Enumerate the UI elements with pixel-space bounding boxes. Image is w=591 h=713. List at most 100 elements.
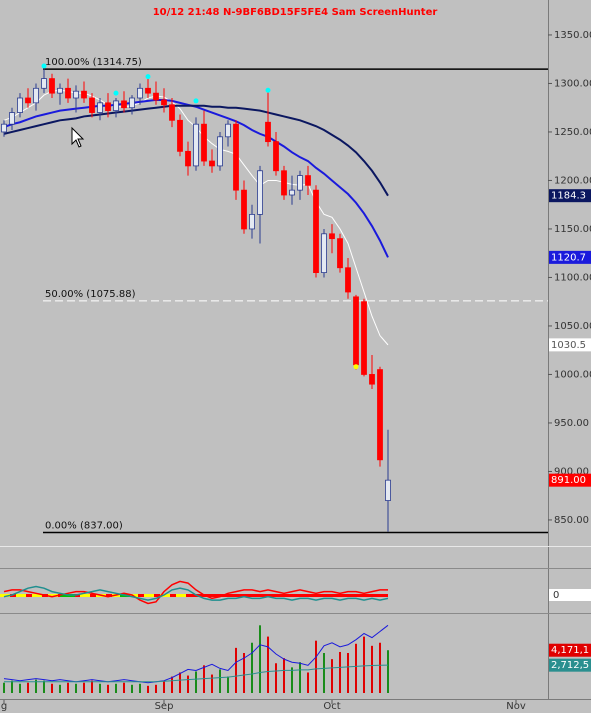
fib-label: 0.00% (837.00) [45,521,123,532]
ma-tag: 1184.3 [551,191,586,202]
volume-bar [235,647,237,693]
y-tick-label: 1200.00 [554,175,591,186]
candle-body [321,233,327,274]
volume-bar [211,674,213,693]
volume-bar [315,640,317,693]
x-tick-label: Oct [323,701,340,712]
candle-body [273,141,279,172]
candle-body [361,301,367,375]
candle-body [153,92,159,101]
volume-bar [243,653,245,693]
x-tick-label: g [1,701,7,712]
volume-bar [195,671,197,693]
volume-bar [139,683,141,693]
candle-body [297,175,303,191]
candle-body [137,87,143,99]
volume-bar [299,662,301,693]
candle-body [65,87,71,99]
y-tick-label: 1300.00 [554,78,591,89]
candle-body [49,78,55,94]
candle-body [161,99,167,106]
candle-body [97,102,103,113]
candle-body [17,97,23,113]
x-tick-label: Sep [155,701,174,712]
volume-bar [91,680,93,693]
ma-tag: 1030.5 [551,340,586,351]
volume-bar [43,680,45,693]
volume-bar [83,682,85,693]
candle-body [369,374,375,385]
volume-bar [187,675,189,693]
price-tag: 891.00 [551,475,586,486]
candle-body [329,233,335,240]
candle-body [353,296,359,366]
candle-body [265,121,271,143]
y-tick-label: 1250.00 [554,127,591,138]
volume-bar [227,676,229,693]
candle-body [57,87,63,94]
volume-bar [19,683,21,693]
marker [41,63,47,69]
volume-bar [259,625,261,693]
volume-bar [115,683,117,693]
candle-body [209,160,215,167]
candle-body [73,90,79,99]
osc-tick-label: 0 [553,590,559,601]
volume-bar [123,682,125,693]
y-tick-label: 950.00 [554,418,589,429]
volume-bar [107,684,109,693]
volume-bar [283,658,285,693]
volume-bar [219,669,221,693]
volume-bar [379,642,381,693]
candle-body [377,369,383,461]
volume-bar [35,679,37,693]
volume-line [4,664,389,683]
candle-body [345,267,351,293]
volume-bar [51,683,53,693]
osc-tag-box [549,589,591,601]
y-tick-label: 1000.00 [554,369,591,380]
candle-body [233,123,239,191]
volume-bar [75,683,77,693]
y-tick-label: 1150.00 [554,224,591,235]
fib-label: 50.00% (1075.88) [45,289,136,300]
candle-body [177,119,183,152]
ma-tag-box [549,189,591,203]
ma-tag: 1120.7 [551,252,586,263]
candle-body [113,100,119,112]
volume-tag: 2,712,5 [551,660,589,671]
price-tag-box [549,473,591,487]
candle-body [25,97,31,104]
volume-bar [99,683,101,693]
candle-body [217,136,223,167]
volume-bar [27,682,29,693]
volume-bar [387,650,389,693]
ma-tag-box [549,250,591,264]
candle-body [129,97,135,109]
marker [353,364,359,370]
ma-tag-box [549,338,591,352]
marker [265,87,271,93]
candle-body [385,479,391,501]
candle-body [313,189,319,273]
marker [113,90,119,96]
volume-bar [339,651,341,693]
volume-bar [267,636,269,693]
volume-bar [155,684,157,693]
candle-body [201,123,207,162]
y-tick-label: 1050.00 [554,321,591,332]
candle-body [81,90,87,99]
volume-tag: 4,171,1 [551,645,589,656]
candle-body [121,100,127,109]
fib-label: 100.00% (1314.75) [45,57,142,68]
volume-bar [59,684,61,693]
volume-bar [355,643,357,693]
volume-bar [163,680,165,693]
plot: 1350.00 1300.00 1250.00 1200.00 1150.00 1100.… [1,30,591,712]
candle-body [289,189,295,196]
candle-body [105,102,111,112]
candle-body [257,170,263,215]
volume-bar [331,659,333,693]
